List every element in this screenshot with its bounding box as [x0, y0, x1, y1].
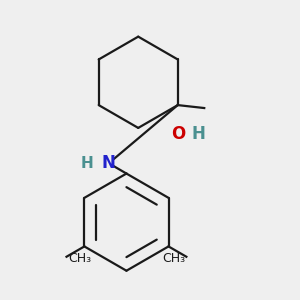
Text: CH₃: CH₃	[68, 252, 91, 265]
Text: CH₃: CH₃	[162, 252, 185, 265]
Text: O: O	[171, 125, 185, 143]
Text: N: N	[102, 154, 116, 172]
Text: H: H	[80, 156, 93, 171]
Text: H: H	[192, 125, 206, 143]
